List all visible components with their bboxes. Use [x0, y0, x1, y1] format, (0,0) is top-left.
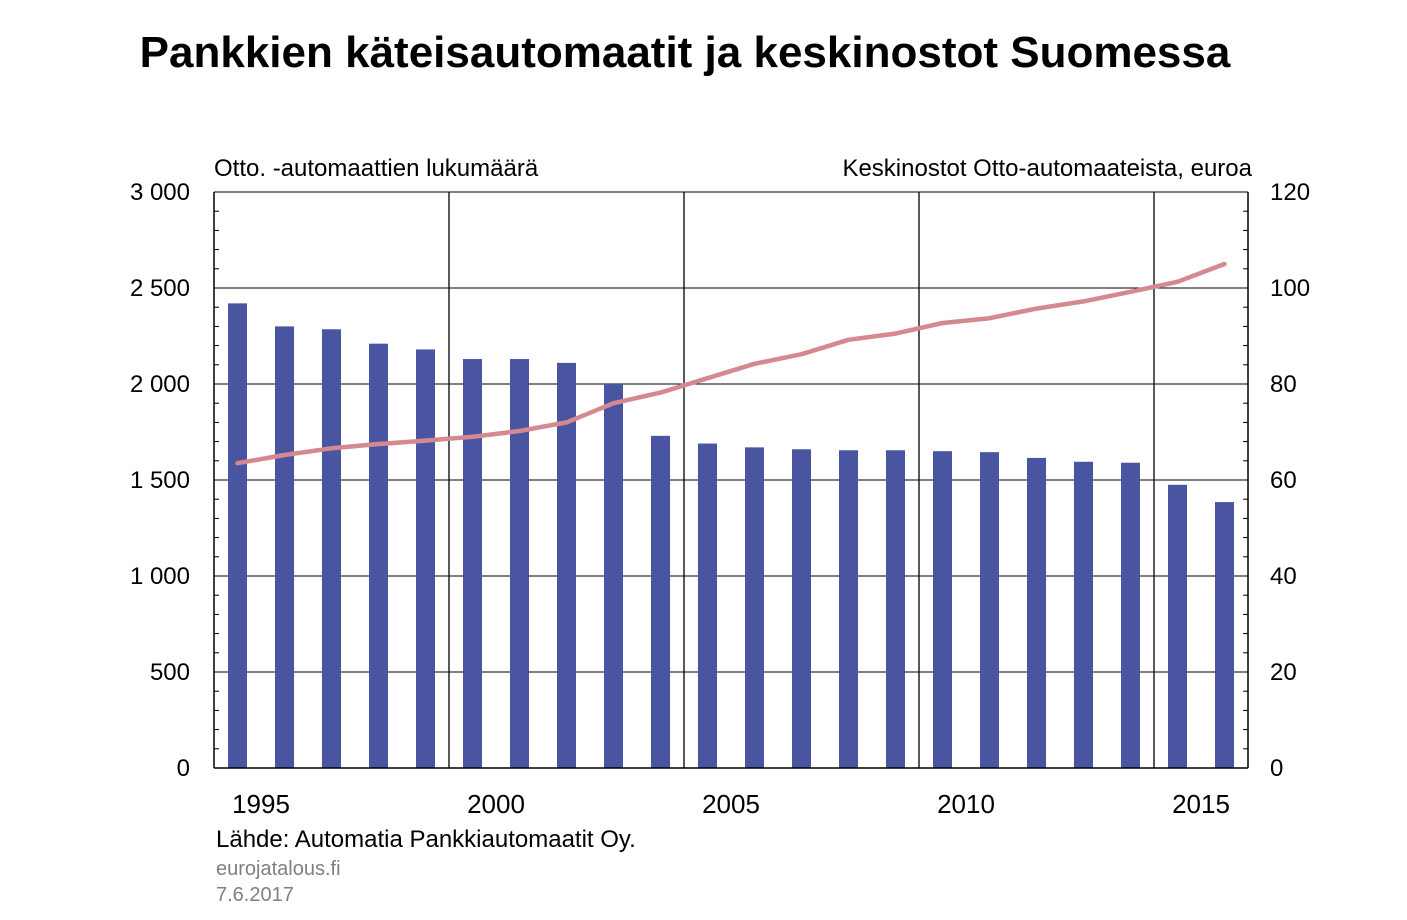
bar [463, 359, 482, 768]
right-tick-label: 20 [1270, 659, 1297, 686]
bar [228, 303, 247, 768]
series-line [235, 261, 1227, 466]
x-tick-label: 2015 [1172, 789, 1230, 819]
bar [1074, 461, 1093, 768]
left-tick-label: 1 500 [130, 467, 190, 494]
right-tick-label: 0 [1270, 755, 1283, 782]
bar [275, 326, 294, 768]
bar [1027, 457, 1046, 768]
bar [510, 359, 529, 768]
bar [933, 451, 952, 768]
bar [792, 449, 811, 768]
chart-title: Pankkien käteisautomaatit ja keskinostot… [139, 28, 1231, 77]
right-tick-label: 120 [1270, 179, 1310, 206]
bar [1215, 502, 1234, 768]
left-tick-label: 2 500 [130, 275, 190, 302]
x-tick-label: 2010 [937, 789, 995, 819]
right-tick-label: 100 [1270, 275, 1310, 302]
bar [745, 447, 764, 768]
right-tick-label: 40 [1270, 563, 1297, 590]
publish-date: 7.6.2017 [216, 884, 294, 906]
right-tick-label: 60 [1270, 467, 1297, 494]
bar [557, 362, 576, 768]
bar [369, 343, 388, 768]
left-tick-label: 500 [150, 659, 190, 686]
bar [416, 349, 435, 768]
source-note: Lähde: Automatia Pankkiautomaatit Oy. [216, 826, 636, 853]
bar [322, 329, 341, 768]
right-tick-label: 80 [1270, 371, 1297, 398]
bar [886, 450, 905, 768]
bar [698, 443, 717, 768]
site-name: eurojatalous.fi [216, 858, 341, 880]
x-tick-label: 2005 [702, 789, 760, 819]
left-tick-label: 0 [177, 755, 190, 782]
left-tick-label: 2 000 [130, 371, 190, 398]
right-axis-label: Keskinostot Otto-automaateista, euroa [842, 155, 1252, 182]
bar [839, 450, 858, 768]
left-tick-label: 3 000 [130, 179, 190, 206]
bar [980, 452, 999, 768]
x-tick-label: 2000 [467, 789, 525, 819]
x-tick-label: 1995 [232, 789, 290, 819]
bar [1168, 484, 1187, 768]
left-tick-label: 1 000 [130, 563, 190, 590]
left-axis-label: Otto. -automaattien lukumäärä [214, 155, 539, 182]
bar [604, 384, 623, 768]
bar [651, 435, 670, 768]
bar [1121, 462, 1140, 768]
